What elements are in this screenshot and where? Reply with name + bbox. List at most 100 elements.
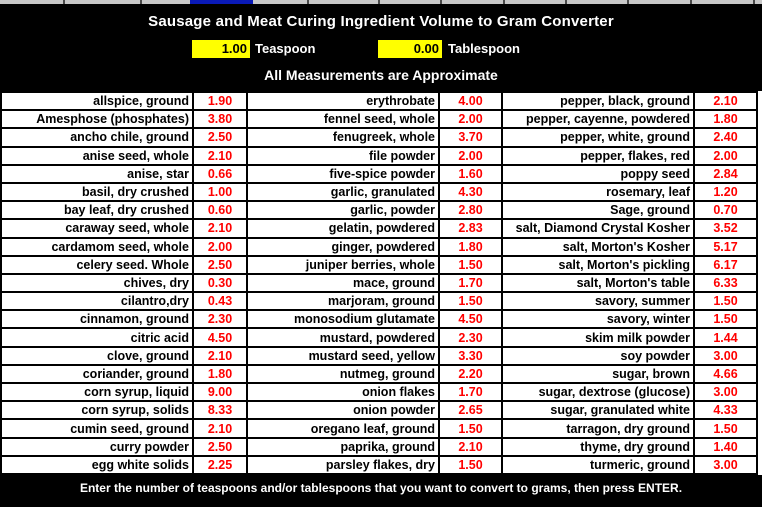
ingredient-name-cell: parsley flakes, dry	[248, 456, 438, 473]
ingredient-value-cell: 1.90	[194, 93, 246, 110]
ingredient-name-cell: nutmeg, ground	[248, 365, 438, 383]
ingredient-name-cell: gelatin, powdered	[248, 220, 438, 237]
column-divider-tick	[378, 0, 380, 4]
ingredient-value-cell: 2.10	[695, 93, 756, 110]
ingredient-value-cell: 4.50	[440, 311, 501, 328]
ingredient-name-cell: cumin seed, ground	[2, 420, 192, 437]
ingredient-name-cell: cilantro,dry	[2, 293, 192, 310]
ingredient-value-cell: 1.70	[440, 274, 501, 292]
ingredient-value-cell: 4.66	[695, 365, 756, 383]
ingredient-value-cell: 1.44	[695, 329, 756, 346]
ingredient-value-cell: 2.10	[194, 347, 246, 364]
ingredient-name-cell: basil, dry crushed	[2, 183, 192, 201]
ingredient-value-cell: 6.33	[695, 274, 756, 292]
ingredient-value-cell: 1.80	[695, 111, 756, 128]
ingredient-value-cell: 3.70	[440, 129, 501, 146]
ingredient-name-cell: salt, Morton's pickling	[503, 256, 693, 273]
ingredient-name-cell: coriander, ground	[2, 365, 192, 383]
ingredient-value-cell: 2.83	[440, 220, 501, 237]
ingredient-name-cell: citric acid	[2, 329, 192, 346]
ingredient-name-cell: clove, ground	[2, 347, 192, 364]
ingredient-value-cell: 1.60	[440, 165, 501, 182]
ingredient-value-cell: 1.80	[440, 238, 501, 255]
ingredient-name-cell: corn syrup, solids	[2, 402, 192, 419]
header-band: Sausage and Meat Curing Ingredient Volum…	[0, 4, 762, 91]
ingredient-name-cell: pepper, black, ground	[503, 93, 693, 110]
ingredient-value-cell: 1.50	[440, 293, 501, 310]
ingredient-name-cell: onion flakes	[248, 384, 438, 401]
ingredient-value-cell: 1.50	[440, 420, 501, 437]
column-divider-tick	[307, 0, 309, 4]
ingredient-value-cell: 2.30	[440, 329, 501, 346]
ingredient-value-cell: 0.30	[194, 274, 246, 292]
ingredient-name-cell: fennel seed, whole	[248, 111, 438, 128]
ingredient-value-cell: 2.25	[194, 456, 246, 473]
ingredient-name-cell: skim milk powder	[503, 329, 693, 346]
ingredient-value-cell: 2.50	[194, 438, 246, 455]
ingredient-value-cell: 0.70	[695, 202, 756, 219]
column-divider-tick	[565, 0, 567, 4]
ingredient-name-cell: five-spice powder	[248, 165, 438, 182]
ingredient-value-cell: 2.20	[440, 365, 501, 383]
ingredient-value-cell: 4.33	[695, 402, 756, 419]
ingredient-value-cell: 2.00	[695, 147, 756, 164]
ingredient-value-cell: 8.33	[194, 402, 246, 419]
ingredient-value-cell: 2.30	[194, 311, 246, 328]
ingredient-name-cell: allspice, ground	[2, 93, 192, 110]
ingredient-value-cell: 3.30	[440, 347, 501, 364]
ingredient-name-cell: pepper, white, ground	[503, 129, 693, 146]
ingredient-name-cell: onion powder	[248, 402, 438, 419]
ingredient-name-cell: mustard, powdered	[248, 329, 438, 346]
ingredient-name-cell: chives, dry	[2, 274, 192, 292]
column-divider-tick	[63, 0, 65, 4]
ingredient-name-cell: bay leaf, dry crushed	[2, 202, 192, 219]
ingredient-name-cell: rosemary, leaf	[503, 183, 693, 201]
ingredient-name-cell: pepper, flakes, red	[503, 147, 693, 164]
ingredient-name-cell: fenugreek, whole	[248, 129, 438, 146]
ingredient-value-cell: 2.10	[194, 147, 246, 164]
ingredient-name-cell: cinnamon, ground	[2, 311, 192, 328]
ingredient-value-cell: 2.10	[440, 438, 501, 455]
ingredient-name-cell: garlic, powder	[248, 202, 438, 219]
ingredient-value-cell: 1.50	[695, 311, 756, 328]
ingredient-value-cell: 1.50	[695, 420, 756, 437]
ingredient-name-cell: juniper berries, whole	[248, 256, 438, 273]
ingredient-value-cell: 0.66	[194, 165, 246, 182]
ingredient-value-cell: 4.30	[440, 183, 501, 201]
selected-column-indicator	[190, 0, 253, 4]
ingredient-name-cell: mustard seed, yellow	[248, 347, 438, 364]
ingredient-value-cell: 3.80	[194, 111, 246, 128]
ingredient-value-cell: 4.50	[194, 329, 246, 346]
ingredient-name-cell: salt, Morton's table	[503, 274, 693, 292]
ingredient-name-cell: salt, Morton's Kosher	[503, 238, 693, 255]
ingredient-name-cell: poppy seed	[503, 165, 693, 182]
column-divider-tick	[440, 0, 442, 4]
ingredient-name-cell: egg white solids	[2, 456, 192, 473]
ingredient-name-cell: file powder	[248, 147, 438, 164]
ingredient-name-cell: salt, Diamond Crystal Kosher	[503, 220, 693, 237]
ingredient-value-cell: 3.52	[695, 220, 756, 237]
ingredient-value-cell: 2.40	[695, 129, 756, 146]
ingredient-name-cell: thyme, dry ground	[503, 438, 693, 455]
ingredient-value-cell: 1.40	[695, 438, 756, 455]
column-divider-tick	[690, 0, 692, 4]
ingredient-name-cell: Amesphose (phosphates)	[2, 111, 192, 128]
ingredient-value-cell: 0.60	[194, 202, 246, 219]
teaspoon-input[interactable]: 1.00	[192, 40, 250, 58]
tablespoon-input[interactable]: 0.00	[378, 40, 442, 58]
ingredient-value-cell: 9.00	[194, 384, 246, 401]
ingredient-name-cell: oregano leaf, ground	[248, 420, 438, 437]
ingredient-value-cell: 1.70	[440, 384, 501, 401]
ingredient-name-cell: caraway seed, whole	[2, 220, 192, 237]
ingredient-name-cell: corn syrup, liquid	[2, 384, 192, 401]
ingredient-name-cell: ancho chile, ground	[2, 129, 192, 146]
ingredient-value-cell: 2.80	[440, 202, 501, 219]
ingredient-name-cell: paprika, ground	[248, 438, 438, 455]
column-header-strip	[0, 0, 762, 4]
ingredient-value-cell: 1.50	[440, 256, 501, 273]
ingredient-name-cell: celery seed. Whole	[2, 256, 192, 273]
ingredient-value-cell: 1.00	[194, 183, 246, 201]
tablespoon-label: Tablespoon	[448, 41, 520, 56]
ingredient-value-cell: 4.00	[440, 93, 501, 110]
